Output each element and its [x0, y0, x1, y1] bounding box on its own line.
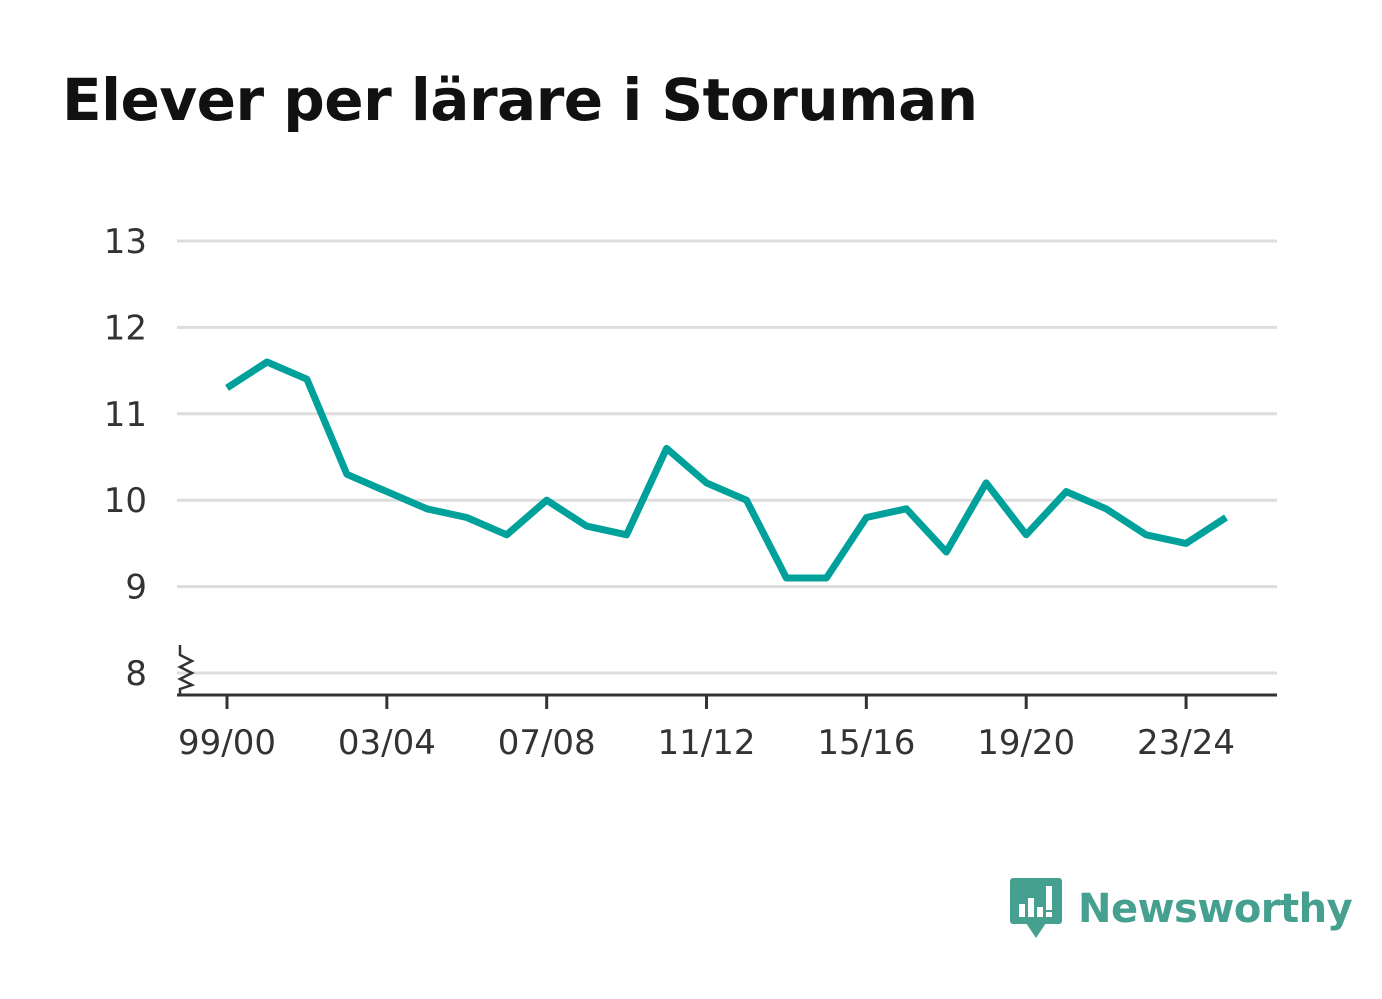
data-point [943, 549, 950, 556]
y-tick-label: 11 [104, 395, 147, 435]
x-tick-label: 11/12 [658, 723, 756, 763]
data-point [663, 445, 670, 452]
data-point [543, 497, 550, 504]
data-point [903, 505, 910, 512]
data-point [983, 479, 990, 486]
data-point [1143, 531, 1150, 538]
gridlines [177, 239, 1277, 675]
data-point [264, 359, 271, 366]
y-tick-label: 9 [125, 568, 147, 608]
data-point [224, 384, 231, 391]
newsworthy-logo-icon [1010, 878, 1062, 938]
y-tick-label: 8 [125, 654, 147, 694]
x-tick-label: 15/16 [817, 723, 915, 763]
x-tick-label: 07/08 [498, 723, 596, 763]
data-point [1063, 488, 1070, 495]
data-point [1023, 531, 1030, 538]
data-point [303, 376, 310, 383]
x-tick-label: 99/00 [178, 723, 276, 763]
data-point [863, 514, 870, 521]
newsworthy-logo: Newsworthy [1010, 878, 1353, 940]
data-point [503, 531, 510, 538]
data-point [423, 505, 430, 512]
x-axis-ticks: 99/00 03/04 07/08 11/12 15/16 19/20 23/24 [178, 695, 1235, 763]
x-tick-label: 23/24 [1137, 723, 1235, 763]
data-point [1223, 514, 1230, 521]
data-point [463, 514, 470, 521]
data-point [383, 488, 390, 495]
y-tick-label: 12 [104, 308, 147, 348]
x-tick-label: 19/20 [977, 723, 1075, 763]
data-point [703, 479, 710, 486]
series-layer [224, 358, 1230, 582]
x-tick-label: 03/04 [338, 723, 436, 763]
y-axis-break [177, 645, 196, 695]
data-point [783, 575, 790, 582]
data-point [583, 523, 590, 530]
brand-name: Newsworthy [1078, 886, 1353, 932]
data-point [823, 575, 830, 582]
data-point [1183, 540, 1190, 547]
data-point [343, 471, 350, 478]
y-axis-ticks: 8 9 10 11 12 13 [104, 222, 147, 694]
data-point [743, 497, 750, 504]
data-point [623, 531, 630, 538]
chart-title: Elever per lärare i Storuman [62, 66, 978, 134]
series-line [225, 358, 1228, 582]
y-tick-label: 10 [104, 481, 147, 521]
x-axis [177, 645, 1277, 697]
data-point [1103, 505, 1110, 512]
y-tick-label: 13 [104, 222, 147, 262]
